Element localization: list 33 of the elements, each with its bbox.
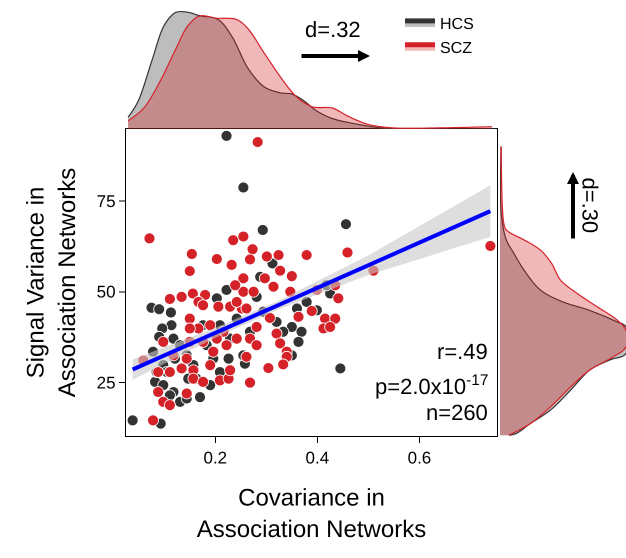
point	[222, 352, 234, 365]
point	[220, 130, 232, 142]
point	[165, 306, 177, 318]
point	[286, 321, 298, 333]
annotation: d=.30	[578, 178, 602, 234]
point	[340, 218, 352, 230]
line-series	[130, 209, 492, 372]
annotation: r=.49	[437, 339, 488, 364]
legend-label: HCS	[440, 16, 474, 34]
point	[292, 336, 304, 348]
point	[126, 414, 139, 426]
point	[147, 346, 159, 358]
point	[256, 224, 269, 236]
point	[220, 284, 232, 296]
x-tick-label: 0.4	[306, 448, 330, 468]
x-axis-title: Covariance in Association Networks	[196, 484, 426, 543]
x-tick-label: 0.6	[408, 448, 432, 468]
legend-label: SCZ	[440, 40, 472, 57]
point	[237, 182, 250, 194]
y-tick-label: 25	[96, 374, 116, 393]
x-tick-label: 0.2	[203, 448, 228, 468]
point	[334, 362, 346, 374]
annotation: d=.32	[305, 17, 361, 42]
point	[296, 326, 308, 338]
point	[153, 303, 166, 316]
point	[194, 391, 206, 404]
y-tick-label: 75	[96, 192, 116, 211]
annotation: p=2.0x10$^{-17}$	[375, 372, 488, 400]
y-axis-title: Signal Variance in Association Networks	[22, 168, 81, 398]
point	[300, 296, 313, 308]
y-tick-label: 50	[96, 282, 116, 302]
annotation: n=260	[426, 400, 488, 425]
point	[166, 319, 178, 332]
